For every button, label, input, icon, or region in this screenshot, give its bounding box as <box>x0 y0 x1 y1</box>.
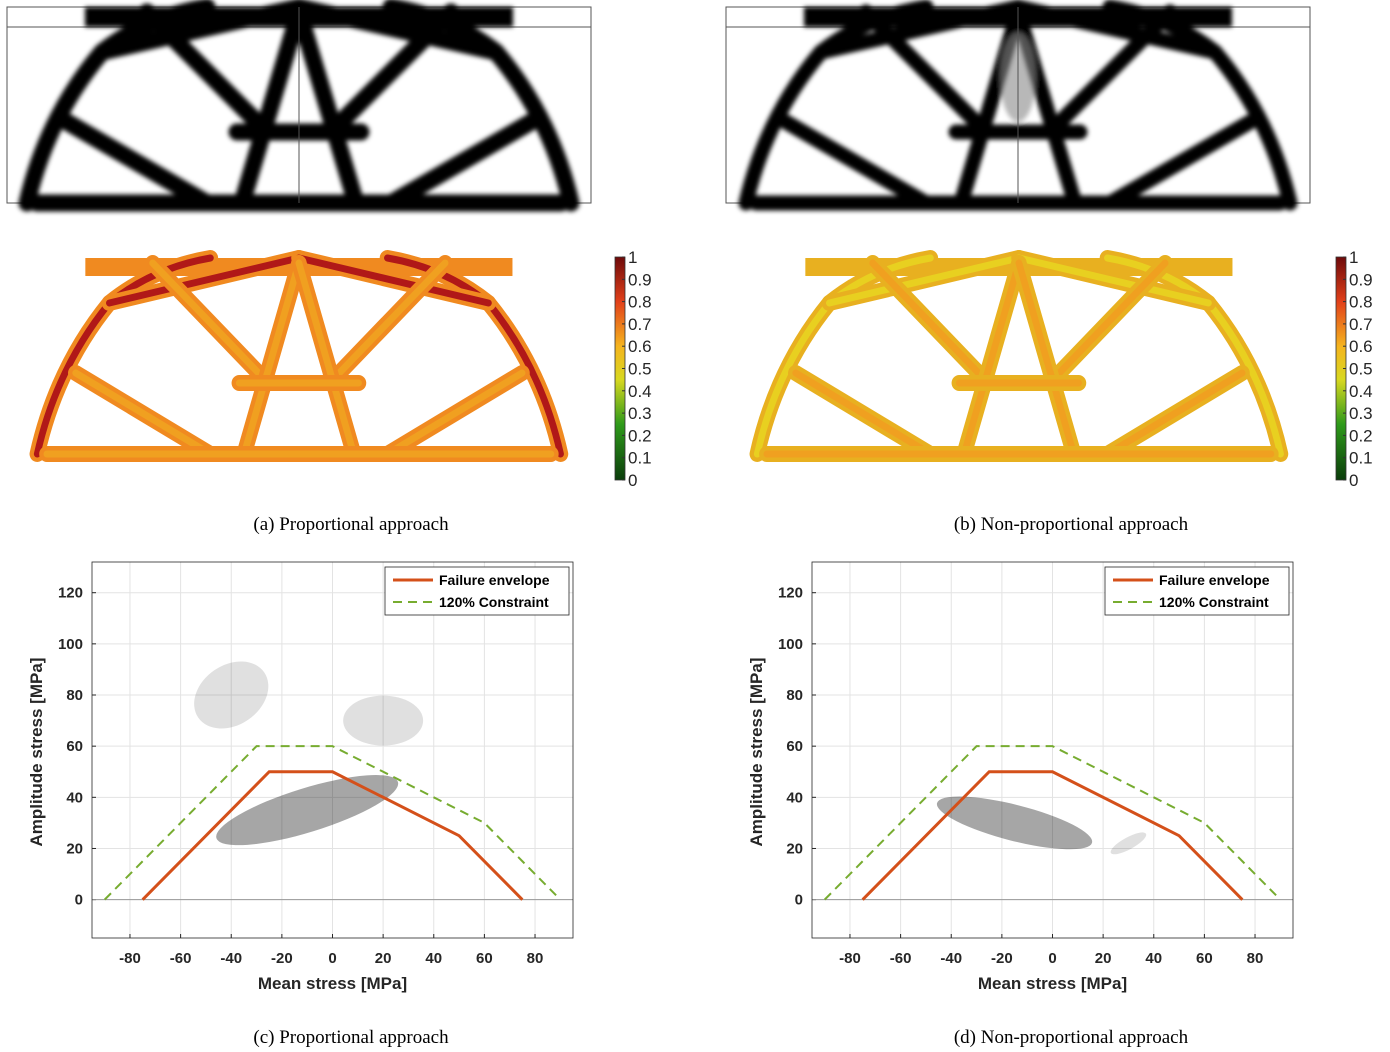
x-axis-label: Mean stress [MPa] <box>978 974 1127 993</box>
legend-label: 120% Constraint <box>439 594 549 610</box>
x-tick-label: 0 <box>328 950 336 967</box>
colorbar-tick-label: 0.9 <box>628 270 652 289</box>
caption: (c) Proportional approach <box>253 1027 449 1048</box>
y-axis-label: Amplitude stress [MPa] <box>747 658 766 847</box>
y-tick-label: 0 <box>75 892 83 909</box>
x-tick-label: 80 <box>1247 950 1264 967</box>
colorbar-tick-label: 0 <box>628 471 637 490</box>
x-tick-label: -60 <box>890 950 912 967</box>
x-tick-label: 80 <box>527 950 544 967</box>
member-core <box>796 373 931 454</box>
colorbar-tick-label: 1 <box>1349 248 1358 267</box>
legend-label: Failure envelope <box>1159 572 1270 588</box>
x-tick-label: -20 <box>991 950 1013 967</box>
colorbar-tick-label: 0.8 <box>628 293 652 312</box>
colorbar-tick-label: 0.5 <box>1349 360 1373 379</box>
x-tick-label: -60 <box>170 950 192 967</box>
colorbar-tick-label: 0.4 <box>628 382 652 401</box>
y-tick-label: 60 <box>66 738 83 755</box>
stress-map <box>757 258 1280 454</box>
topology-image <box>726 7 1310 203</box>
topology-image <box>7 7 591 203</box>
x-tick-label: -80 <box>119 950 141 967</box>
x-tick-label: 40 <box>1145 950 1162 967</box>
colorbar-tick-label: 0.4 <box>1349 382 1373 401</box>
caption: (a) Proportional approach <box>253 514 449 535</box>
x-tick-label: -40 <box>940 950 962 967</box>
x-tick-label: -40 <box>220 950 242 967</box>
y-tick-label: 120 <box>778 585 803 602</box>
x-tick-label: -20 <box>271 950 293 967</box>
y-tick-label: 20 <box>66 840 83 857</box>
colorbar-tick-label: 1 <box>628 248 637 267</box>
figure: (a) Proportional approach (b) Non-propor… <box>0 0 1390 1052</box>
colorbar-tick-label: 0.8 <box>1349 293 1373 312</box>
y-tick-label: 40 <box>66 789 83 806</box>
colorbar-tick-label: 0.9 <box>1349 270 1373 289</box>
colorbar-tick-label: 0 <box>1349 471 1358 490</box>
x-tick-label: 60 <box>1196 950 1213 967</box>
colorbar-tick-label: 0.2 <box>1349 426 1373 445</box>
colorbar-tick-label: 0.6 <box>1349 337 1373 356</box>
y-tick-label: 0 <box>795 892 803 909</box>
legend-label: Failure envelope <box>439 572 550 588</box>
x-tick-label: 20 <box>375 950 392 967</box>
y-axis-label: Amplitude stress [MPa] <box>27 658 46 847</box>
legend-label: 120% Constraint <box>1159 594 1269 610</box>
x-tick-label: 20 <box>1095 950 1112 967</box>
x-tick-label: -80 <box>839 950 861 967</box>
member-core <box>76 373 211 454</box>
colorbar-tick-label: 0.3 <box>1349 404 1373 423</box>
colorbar-tick-label: 0.6 <box>628 337 652 356</box>
caption: (d) Non-proportional approach <box>954 1027 1189 1048</box>
y-tick-label: 40 <box>786 789 803 806</box>
colorbar-tick-label: 0.7 <box>628 315 652 334</box>
member-core <box>1107 373 1242 454</box>
y-tick-label: 100 <box>778 636 803 653</box>
x-tick-label: 40 <box>425 950 442 967</box>
colorbar-tick-label: 0.7 <box>1349 315 1373 334</box>
member-core <box>387 373 522 454</box>
caption: (b) Non-proportional approach <box>954 514 1189 535</box>
y-tick-label: 80 <box>786 687 803 704</box>
y-tick-label: 120 <box>58 585 83 602</box>
x-axis-label: Mean stress [MPa] <box>258 974 407 993</box>
x-tick-label: 60 <box>476 950 493 967</box>
x-tick-label: 0 <box>1048 950 1056 967</box>
point-cloud <box>343 696 423 746</box>
colorbar-tick-label: 0.3 <box>628 404 652 423</box>
y-tick-label: 100 <box>58 636 83 653</box>
stress-map <box>37 258 560 454</box>
y-tick-label: 60 <box>786 738 803 755</box>
y-tick-label: 80 <box>66 687 83 704</box>
colorbar-tick-label: 0.1 <box>628 449 652 468</box>
colorbar-tick-label: 0.2 <box>628 426 652 445</box>
colorbar-tick-label: 0.1 <box>1349 449 1373 468</box>
colorbar-tick-label: 0.5 <box>628 360 652 379</box>
y-tick-label: 20 <box>786 840 803 857</box>
